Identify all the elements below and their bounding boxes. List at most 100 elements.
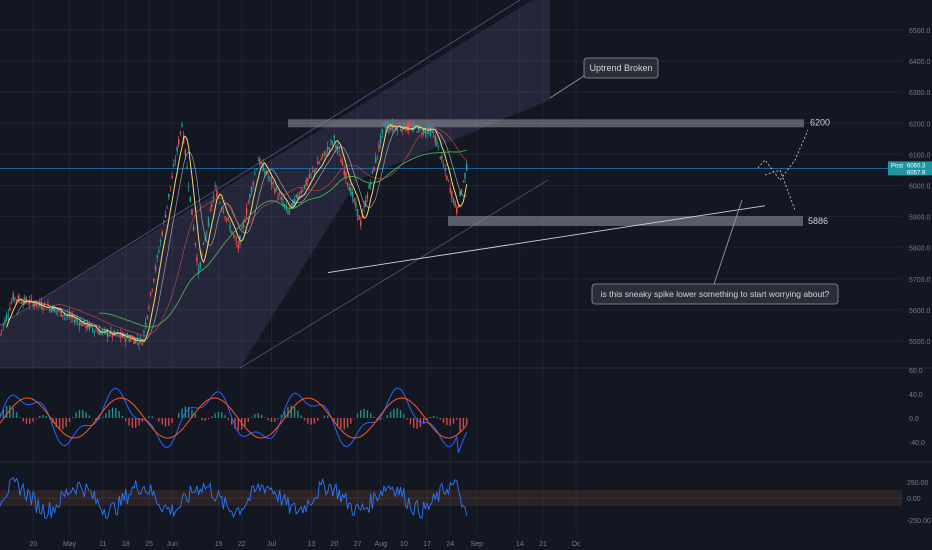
candle-body [340, 159, 342, 163]
x-tick-label: 11 [99, 541, 106, 548]
candle-body [416, 131, 418, 133]
candle-body [287, 210, 289, 214]
candle-body [118, 334, 120, 337]
candle-body [459, 191, 461, 197]
macd-histogram-bar [323, 415, 326, 418]
candle-body [292, 199, 294, 207]
candle-body [48, 306, 51, 311]
candle-body [45, 309, 48, 310]
candle-body [178, 139, 180, 145]
candle-body [464, 172, 466, 179]
macd-histogram-bar [58, 418, 61, 430]
price-tick-label: 5700.0 [909, 277, 931, 284]
candle-body [384, 126, 387, 129]
candle-body [7, 314, 9, 316]
candle-body [9, 307, 11, 311]
macd-histogram-bar [108, 409, 110, 418]
macd-histogram-bar [171, 418, 173, 423]
candle-body [156, 255, 158, 259]
candle-body [312, 171, 314, 172]
candle-body [216, 190, 218, 198]
macd-histogram-bar [121, 415, 124, 418]
candle-body [62, 314, 64, 317]
anno-text-2: is this sneaky spike lower something to … [601, 289, 830, 299]
candle-body [282, 202, 284, 206]
macd-line [0, 387, 468, 453]
macd-histogram-bar [356, 413, 359, 418]
price-tick-label: 6200.0 [909, 121, 931, 128]
x-tick-label: May [63, 541, 77, 548]
candle-body [171, 176, 173, 179]
candle-body [163, 220, 165, 222]
macd-histogram-bar [214, 413, 216, 418]
candle-body [267, 176, 269, 178]
candle-body [418, 125, 420, 133]
macd-histogram-bar [22, 418, 24, 422]
macd-histogram-bar [307, 418, 309, 424]
candle-body [196, 257, 198, 263]
candle-body [368, 184, 370, 189]
candle-body [272, 182, 274, 184]
macd-histogram-bar [459, 418, 461, 433]
candle-body [320, 158, 322, 160]
candle-body [219, 202, 221, 204]
candle-body [226, 218, 228, 220]
macd-histogram-bar [274, 418, 276, 422]
candle-body [100, 331, 102, 334]
candle-body [308, 174, 311, 179]
macd-histogram-bar [310, 418, 312, 425]
candle-body [22, 301, 24, 305]
candle-body [343, 169, 345, 175]
candle-body [197, 268, 200, 275]
macd-histogram-bar [449, 418, 451, 426]
macd-histogram-bar [135, 418, 137, 428]
macd-histogram-bar [393, 408, 395, 418]
candle-body [151, 289, 153, 291]
macd-histogram-bar [19, 417, 21, 418]
macd-histogram-bar [32, 418, 34, 422]
candle-body [444, 168, 446, 172]
candle-body [399, 129, 402, 131]
projection-down [764, 169, 796, 211]
candle-body [166, 205, 168, 207]
price-tick-label: 6000.0 [909, 184, 931, 191]
x-tick-label: 27 [354, 541, 362, 548]
macd-histogram-bar [217, 411, 220, 418]
candle-body [179, 131, 182, 134]
candle-body [14, 297, 16, 300]
candle-body [262, 163, 264, 172]
osc-tick-label: 250.00 [907, 480, 929, 487]
axes: 5500.0 5600.0 5700.0 5800.0 5900.0 6000.0 6100… [29, 28, 932, 548]
macd-histogram-bar [88, 415, 91, 418]
candle-body [358, 215, 360, 220]
macd-histogram-bar [373, 416, 375, 418]
macd-histogram-bar [125, 418, 127, 422]
macd-tick-label: 60.0 [909, 368, 923, 375]
macd-histogram-bar [221, 412, 223, 418]
candle-body [224, 216, 226, 218]
x-tick-label: 13 [307, 541, 315, 548]
macd-histogram-bar [75, 412, 77, 418]
price-box [888, 161, 932, 176]
candle-body [30, 298, 33, 300]
candle-body [55, 310, 57, 312]
candle-body [247, 203, 249, 204]
candle-body [323, 151, 326, 154]
macd-histogram-bar [287, 406, 289, 418]
macd-histogram-bar [290, 405, 292, 418]
candle-body [143, 330, 145, 333]
candle-body [10, 301, 13, 303]
candle-body [330, 140, 332, 142]
candle-body [303, 184, 306, 189]
anno-text-1: Uptrend Broken [589, 63, 652, 73]
candle-body [37, 303, 39, 305]
price-box-value: 6060.3 [907, 163, 926, 169]
level-label-6200: 6200 [810, 117, 830, 127]
candle-body [431, 129, 433, 132]
macd-histogram-bar [363, 409, 365, 418]
macd-histogram-bar [260, 414, 263, 418]
candle-body [130, 338, 132, 341]
candle-body [441, 155, 443, 160]
candle-body [0, 334, 1, 336]
candle-body [0, 330, 3, 331]
